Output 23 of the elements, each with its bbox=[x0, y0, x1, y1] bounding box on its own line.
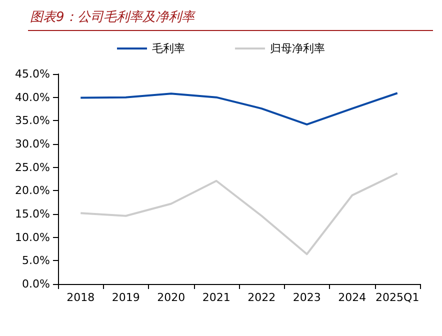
line-series bbox=[80, 92, 398, 126]
y-tick-label: 35.0% bbox=[15, 114, 50, 128]
legend-label: 归母净利率 bbox=[270, 42, 325, 55]
x-tick-label: 2018 bbox=[66, 291, 95, 304]
x-tick-label: 2023 bbox=[292, 291, 321, 304]
x-tick-label: 2024 bbox=[338, 291, 366, 304]
y-tick-label: 40.0% bbox=[15, 90, 50, 104]
chart-title: 图表9：公司毛利率及净利率 bbox=[30, 9, 194, 26]
line-series bbox=[80, 172, 398, 256]
y-tick-label: 0.0% bbox=[22, 278, 50, 290]
y-tick-label: 20.0% bbox=[15, 184, 50, 198]
y-tick-label: 25.0% bbox=[15, 160, 50, 174]
x-tick-label: 2020 bbox=[157, 291, 186, 304]
y-tick-label: 15.0% bbox=[15, 208, 50, 220]
y-tick-label: 45.0% bbox=[15, 68, 50, 80]
y-tick-label: 30.0% bbox=[15, 138, 50, 150]
x-tick-label: 2025Q1 bbox=[376, 291, 420, 304]
legend-label: 毛利率 bbox=[152, 42, 185, 55]
y-tick-label: 10.0% bbox=[15, 230, 50, 244]
y-tick-label: 5.0% bbox=[22, 254, 50, 268]
x-tick-label: 2019 bbox=[112, 291, 140, 304]
x-tick-label: 2021 bbox=[202, 291, 230, 304]
x-tick-label: 2022 bbox=[248, 291, 276, 304]
